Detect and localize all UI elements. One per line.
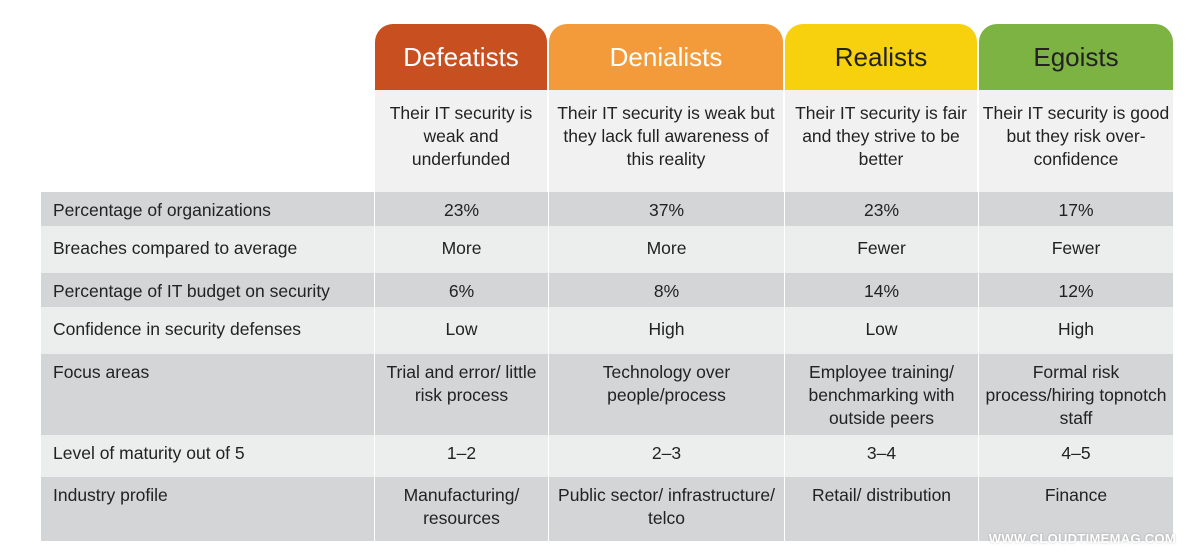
table-cell: Technology over people/process xyxy=(549,354,785,435)
table-cell: More xyxy=(549,226,785,273)
table-cell: 3–4 xyxy=(785,435,979,477)
header-egoists: Egoists xyxy=(979,24,1173,90)
table-cell: 37% xyxy=(549,192,785,226)
table-cell: 2–3 xyxy=(549,435,785,477)
table-cell: Low xyxy=(375,307,549,354)
table-cell: Retail/ distribution xyxy=(785,477,979,541)
description-denialists: Their IT security is weak but they lack … xyxy=(549,90,785,192)
table-cell: Low xyxy=(785,307,979,354)
table-cell: 14% xyxy=(785,273,979,307)
table-cell: 4–5 xyxy=(979,435,1173,477)
table-cell: 6% xyxy=(375,273,549,307)
row-label-focus-areas: Focus areas xyxy=(41,354,375,435)
table-cell: 17% xyxy=(979,192,1173,226)
table-cell: Finance xyxy=(979,477,1173,541)
table-cell: 8% xyxy=(549,273,785,307)
table-cell: Fewer xyxy=(979,226,1173,273)
table-cell: 1–2 xyxy=(375,435,549,477)
table-cell: Formal risk process/hiring topnotch staf… xyxy=(979,354,1173,435)
row-label-breaches: Breaches compared to average xyxy=(41,226,375,273)
description-defeatists: Their IT security is weak and underfunde… xyxy=(375,90,549,192)
header-realists: Realists xyxy=(785,24,977,90)
table-cell: Trial and error/ little risk process xyxy=(375,354,549,435)
table-cell: 23% xyxy=(785,192,979,226)
table-cell: High xyxy=(979,307,1173,354)
watermark-text: WWW.CLOUDTIMEMAG.COM xyxy=(988,531,1176,546)
table-cell: 12% xyxy=(979,273,1173,307)
description-egoists: Their IT security is good but they risk … xyxy=(979,90,1173,192)
table-cell: 23% xyxy=(375,192,549,226)
table-cell: More xyxy=(375,226,549,273)
row-label-percentage-orgs: Percentage of organizations xyxy=(41,192,375,226)
table-cell: Employee training/ benchmarking with out… xyxy=(785,354,979,435)
header-denialists: Denialists xyxy=(549,24,783,90)
row-label-maturity: Level of maturity out of 5 xyxy=(41,435,375,477)
corner-cell xyxy=(41,24,375,90)
row-label-confidence: Confidence in security defenses xyxy=(41,307,375,354)
header-defeatists: Defeatists xyxy=(375,24,547,90)
description-realists: Their IT security is fair and they striv… xyxy=(785,90,979,192)
security-segments-table: Defeatists Denialists Realists Egoists T… xyxy=(41,24,1173,541)
row-label-industry: Industry profile xyxy=(41,477,375,541)
description-label-cell xyxy=(41,90,375,192)
table-cell: Public sector/ infrastructure/ telco xyxy=(549,477,785,541)
table-cell: High xyxy=(549,307,785,354)
table-cell: Fewer xyxy=(785,226,979,273)
row-label-budget: Percentage of IT budget on security xyxy=(41,273,375,307)
table-cell: Manufacturing/ resources xyxy=(375,477,549,541)
